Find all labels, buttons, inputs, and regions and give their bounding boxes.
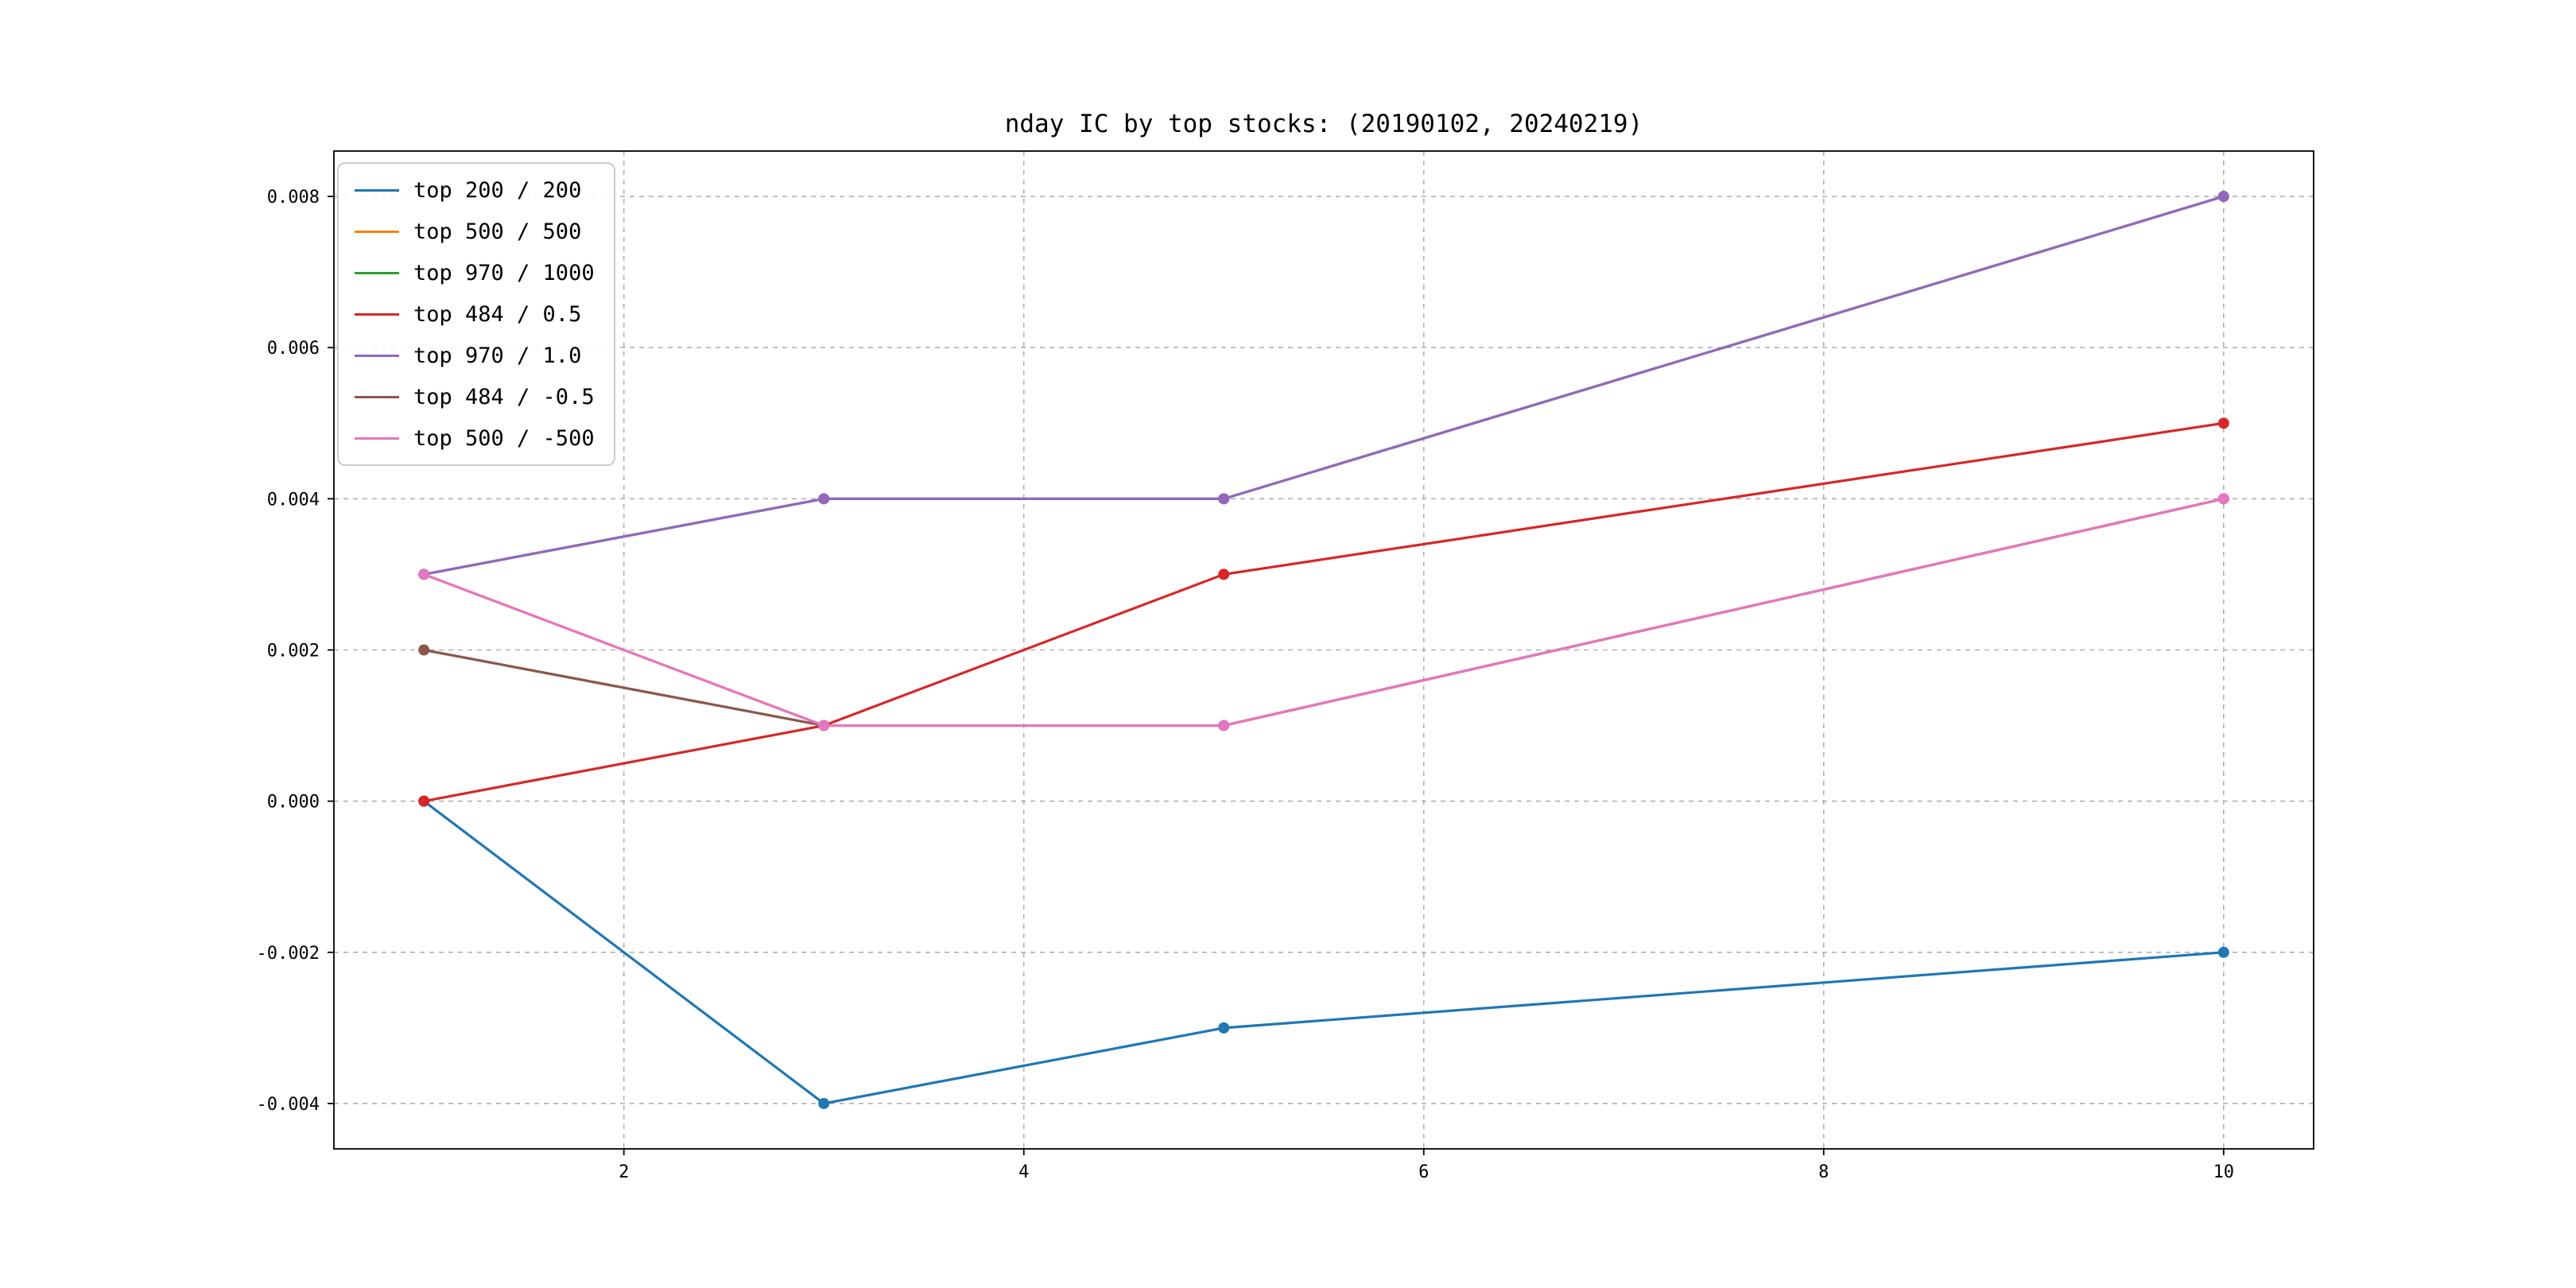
x-tick-label: 6 — [1418, 1162, 1429, 1182]
chart-title: nday IC by top stocks: (20190102, 202402… — [1004, 110, 1643, 138]
legend-label: top 500 / -500 — [413, 425, 595, 451]
series-marker — [418, 795, 430, 807]
series-marker — [418, 644, 430, 656]
series-marker — [818, 720, 830, 731]
series-marker — [818, 493, 830, 505]
legend-swatch — [355, 395, 399, 398]
series-marker — [1218, 720, 1230, 731]
y-tick-label: 0.004 — [267, 490, 320, 510]
series-marker — [1218, 568, 1230, 580]
legend: top 200 / 200 top 500 / 500 top 970 / 1000… — [337, 162, 615, 466]
series-marker — [818, 1097, 830, 1109]
y-tick-label: 0.002 — [267, 642, 320, 661]
series-line — [422, 195, 2225, 576]
y-tick-label: 0.000 — [267, 793, 320, 813]
legend-swatch — [355, 188, 399, 192]
x-tick-label: 8 — [1818, 1162, 1829, 1182]
y-tick-label: -0.004 — [257, 1095, 320, 1115]
series-marker — [2217, 417, 2229, 429]
series-line — [422, 497, 2225, 727]
series-marker — [1218, 1022, 1230, 1034]
legend-item: top 500 / -500 — [355, 423, 595, 453]
legend-item: top 970 / 1.0 — [355, 340, 595, 370]
series-marker — [2217, 191, 2229, 203]
legend-label: top 970 / 1000 — [413, 260, 595, 285]
legend-item: top 500 / 500 — [355, 216, 595, 246]
legend-swatch — [355, 312, 399, 316]
legend-item: top 970 / 1000 — [355, 258, 595, 288]
x-tick-label: 10 — [2213, 1162, 2235, 1182]
legend-swatch — [355, 354, 399, 357]
legend-swatch — [355, 436, 399, 440]
series-marker — [418, 568, 430, 580]
x-tick-label: 4 — [1018, 1162, 1029, 1182]
y-tick-label: 0.006 — [267, 339, 320, 359]
series-marker — [2217, 946, 2229, 958]
legend-label: top 200 / 200 — [413, 177, 582, 203]
series-marker — [2217, 493, 2229, 505]
y-tick-label: 0.008 — [267, 188, 320, 208]
series-line — [422, 421, 2225, 803]
y-tick-label: -0.002 — [257, 944, 320, 964]
series-line — [422, 497, 2225, 727]
legend-label: top 970 / 1.0 — [413, 343, 582, 368]
series-marker — [1218, 493, 1230, 505]
legend-swatch — [355, 230, 399, 233]
legend-swatch — [355, 271, 399, 274]
legend-item: top 484 / -0.5 — [355, 382, 595, 412]
legend-item: top 484 / 0.5 — [355, 299, 595, 329]
series-line — [422, 800, 2225, 1105]
legend-label: top 484 / -0.5 — [413, 384, 595, 409]
legend-label: top 500 / 500 — [413, 219, 582, 244]
legend-label: top 484 / 0.5 — [413, 301, 582, 327]
x-tick-label: 2 — [619, 1162, 629, 1182]
legend-item: top 200 / 200 — [355, 175, 595, 205]
series-line — [422, 497, 2225, 727]
series-line — [422, 195, 2225, 576]
